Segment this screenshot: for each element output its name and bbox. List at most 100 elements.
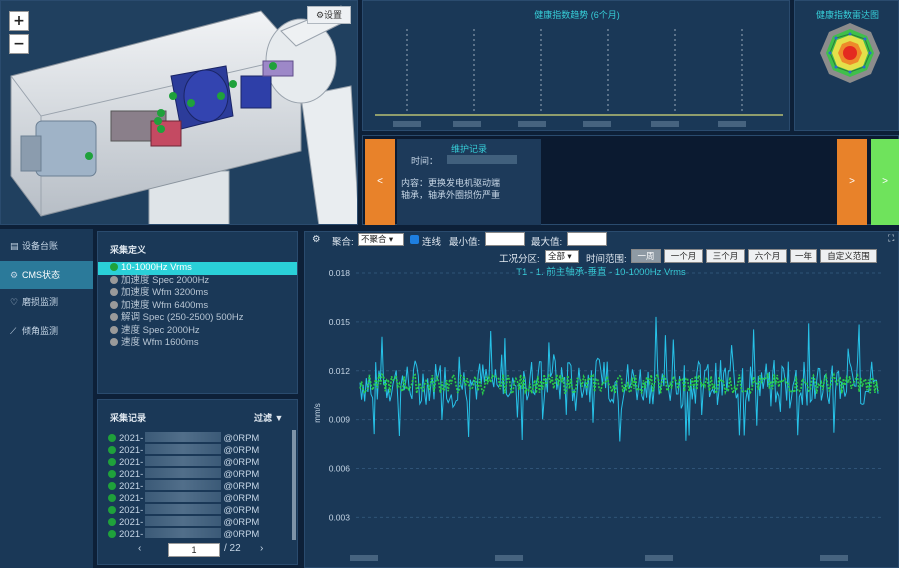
y-tick-label: 0.006 — [329, 464, 351, 474]
definition-item[interactable]: 加速度 Wfm 3200ms — [98, 287, 297, 300]
time-range-button[interactable]: 一年 — [790, 249, 817, 263]
maintenance-card: 维护记录 时间： 内容：更换发电机驱动端 轴承，轴承外圈损伤严重 — [397, 139, 541, 225]
sidebar-item-wear-monitor[interactable]: ♡ 磨损监测 — [0, 288, 93, 316]
time-range-label: 时间范围: — [586, 254, 627, 265]
gear-icon: ⚙ — [315, 10, 325, 20]
record-date: 2021- — [119, 529, 144, 540]
record-rpm: @0RPM — [223, 457, 260, 468]
x-tick-label — [820, 555, 848, 561]
sidebar-item-tilt-monitor[interactable]: ⟋ 倾角监测 — [0, 317, 93, 345]
record-timestamp — [145, 504, 222, 514]
gear-icon: ⚙ — [10, 270, 19, 280]
min-input[interactable] — [485, 232, 525, 246]
status-dot-icon — [110, 263, 118, 271]
status-dot-icon — [110, 300, 118, 309]
condition-value: 全部 — [548, 251, 566, 261]
record-timestamp — [145, 492, 222, 502]
health-trend-chart — [375, 29, 783, 127]
record-item[interactable]: 2021- @0RPM — [108, 480, 288, 492]
page-number-input[interactable]: 1 — [168, 543, 220, 557]
definition-item[interactable]: 加速度 Wfm 6400ms — [98, 300, 297, 313]
record-item[interactable]: 2021- @0RPM — [108, 492, 288, 504]
record-timestamp — [145, 480, 222, 490]
time-range-button[interactable]: 一个月 — [664, 249, 703, 263]
heart-icon: ♡ — [10, 297, 19, 307]
fullscreen-icon[interactable]: ⛶ — [888, 233, 895, 243]
status-dot-icon — [108, 506, 116, 514]
record-list: 2021- @0RPM 2021- @0RPM 2021- @0RPM 2021- @0RPM… — [108, 432, 288, 540]
page-total: / 22 — [224, 543, 241, 554]
nacelle-model — [10, 5, 357, 224]
record-rpm: @0RPM — [223, 517, 260, 528]
record-title: 采集记录 — [110, 413, 147, 423]
maintenance-prev-button[interactable]: < — [365, 139, 395, 225]
health-trend-title: 健康指数趋势 (6个月) — [534, 10, 620, 20]
status-dot-icon — [108, 518, 116, 526]
condition-select[interactable]: 全部 ▾ — [545, 250, 579, 263]
y-tick-label: 0.015 — [329, 317, 351, 327]
record-item[interactable]: 2021- @0RPM — [108, 504, 288, 516]
time-range-button[interactable]: 自定义范围 — [820, 249, 877, 263]
status-dot-icon — [110, 275, 118, 284]
x-tick-label — [350, 555, 378, 561]
record-item[interactable]: 2021- @0RPM — [108, 468, 288, 480]
definition-item[interactable]: 解调 Spec (250-2500) 500Hz — [98, 312, 297, 325]
collection-record-panel: 采集记录 过滤 ▼ 2021- @0RPM 2021- @0RPM 2021- @0RPM… — [97, 399, 298, 565]
record-date: 2021- — [119, 505, 144, 516]
max-label: 最大值: — [531, 237, 563, 248]
record-rpm: @0RPM — [223, 481, 260, 492]
zoom-in-button[interactable]: + — [9, 11, 29, 31]
record-scrollbar[interactable] — [292, 430, 296, 540]
definition-item-label: 加速度 Spec 2000Hz — [121, 274, 210, 286]
record-rpm: @0RPM — [223, 469, 260, 480]
sidebar-item-device-ledger[interactable]: ▤ 设备台账 — [0, 232, 93, 260]
status-dot-icon — [108, 470, 116, 478]
sidebar-item-label: 磨损监测 — [22, 297, 59, 307]
definition-item[interactable]: 加速度 Spec 2000Hz — [98, 275, 297, 288]
time-range-button[interactable]: 一周 — [631, 249, 661, 263]
definition-item[interactable]: 速度 Wfm 1600ms — [98, 337, 297, 350]
record-item[interactable]: 2021- @0RPM — [108, 444, 288, 456]
time-range-button[interactable]: 三个月 — [706, 249, 745, 263]
filter-icon: ▼ — [274, 413, 284, 423]
definition-item[interactable]: 10-1000Hz Vrms — [98, 262, 297, 275]
record-date: 2021- — [119, 469, 144, 480]
series-line-1 — [359, 372, 879, 397]
maintenance-next2-button[interactable]: > — [871, 139, 899, 225]
status-dot-icon — [108, 446, 116, 454]
definition-item[interactable]: 速度 Spec 2000Hz — [98, 325, 297, 338]
page-prev-button[interactable]: ‹ — [138, 543, 142, 554]
filter-button[interactable]: 过滤 ▼ — [254, 411, 283, 424]
chart-settings-icon[interactable]: ⚙ — [312, 234, 321, 245]
aggregate-select[interactable]: 不聚合 ▾ — [358, 233, 404, 246]
aggregate-label: 聚合: — [332, 237, 354, 248]
record-item[interactable]: 2021- @0RPM — [108, 516, 288, 528]
record-timestamp — [145, 432, 222, 442]
record-item[interactable]: 2021- @0RPM — [108, 528, 288, 540]
time-range-button[interactable]: 六个月 — [748, 249, 787, 263]
record-timestamp — [145, 444, 222, 454]
definition-item-label: 解调 Spec (250-2500) 500Hz — [121, 312, 244, 323]
maintenance-next-button[interactable]: > — [837, 139, 867, 225]
record-date: 2021- — [119, 457, 144, 468]
status-dot-icon — [108, 530, 116, 538]
y-tick-label: 0.003 — [329, 512, 351, 522]
connect-checkbox[interactable] — [410, 235, 419, 244]
y-axis-label: mm/s — [313, 403, 322, 423]
record-rpm: @0RPM — [223, 433, 260, 444]
record-timestamp — [145, 468, 222, 478]
vibration-chart: T1 - 1. 前主轴承-垂直 - 10-1000Hz Vrms mm/s 0.… — [313, 266, 882, 561]
status-dot-icon — [110, 338, 118, 346]
line-chart-icon: ⟋ — [10, 326, 17, 336]
page-next-button[interactable]: › — [260, 543, 264, 554]
sidebar-item-cms-status[interactable]: ⚙ CMS状态 — [0, 261, 93, 289]
max-input[interactable] — [567, 232, 607, 246]
record-rpm: @0RPM — [223, 493, 260, 504]
turbine-3d-viewer[interactable]: + − ⚙设置 — [0, 0, 358, 225]
record-item[interactable]: 2021- @0RPM — [108, 456, 288, 468]
status-dot-icon — [108, 482, 116, 490]
zoom-out-button[interactable]: − — [9, 34, 29, 54]
record-item[interactable]: 2021- @0RPM — [108, 432, 288, 444]
settings-button[interactable]: ⚙设置 — [307, 6, 351, 24]
record-date: 2021- — [119, 445, 144, 456]
